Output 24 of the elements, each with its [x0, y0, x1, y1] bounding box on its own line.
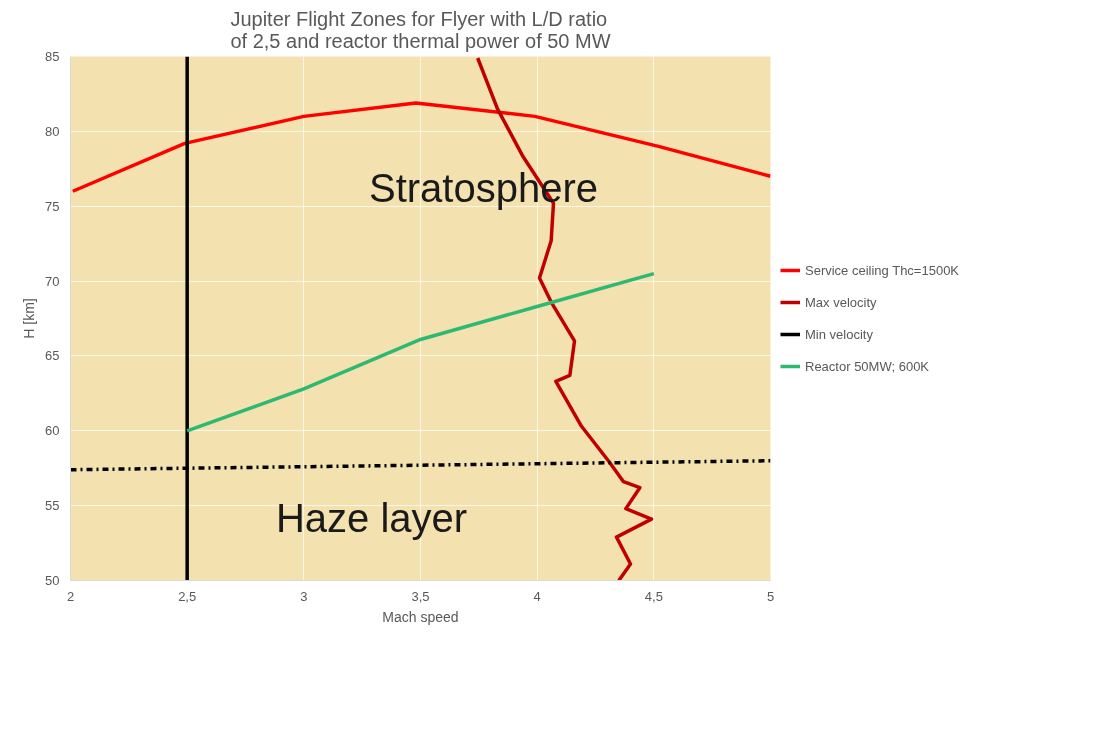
y-tick-label: 85 — [45, 49, 60, 64]
y-tick-label: 60 — [45, 423, 60, 439]
x-tick-label: 5 — [766, 588, 775, 604]
chart-title: Jupiter Flight Zones for Flyer with L/D ratio of 2,5 and reactor thermal power of 50 MW — [230, 7, 611, 52]
x-tick-label: 3,5 — [411, 588, 430, 604]
y-tick-label: 55 — [45, 498, 60, 514]
y-axis-title: H [km] — [21, 298, 38, 339]
x-tick-label: 4,5 — [644, 588, 663, 604]
y-tick-label: 65 — [45, 348, 60, 364]
legend-label: Min velocity — [805, 326, 873, 342]
x-tick-label: 4 — [533, 588, 541, 604]
legend-label: Service ceiling Thc=1500K — [805, 262, 960, 278]
y-tick-label: 50 — [45, 573, 60, 588]
y-tick-label: 70 — [45, 273, 60, 289]
x-tick-label: 2 — [66, 588, 75, 604]
x-tick-label: 3 — [300, 588, 308, 604]
line-series — [185, 271, 656, 433]
x-tick-label: 2,5 — [178, 588, 197, 604]
x-axis-title: Mach speed — [382, 608, 459, 625]
y-tick-label: 80 — [45, 123, 60, 139]
y-tick-label: 75 — [45, 198, 60, 214]
legend-label: Reactor 50MW; 600K — [805, 358, 930, 374]
annotation: Haze layer — [275, 495, 468, 540]
legend-label: Max velocity — [805, 294, 877, 310]
